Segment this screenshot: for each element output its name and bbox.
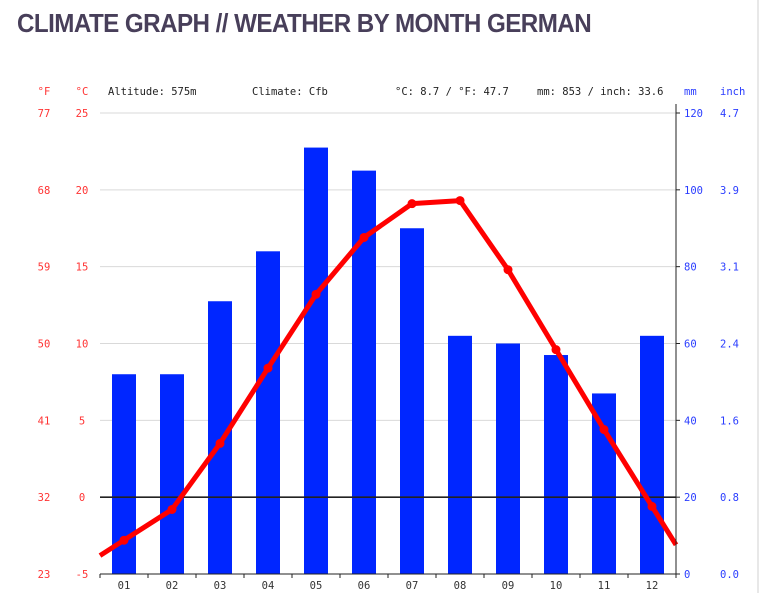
celsius-tick-label: 10 [76,339,89,351]
celsius-tick-label: 20 [76,185,89,197]
page-edge [757,0,759,593]
temperature-point [311,289,321,299]
x-tick-label: 05 [310,580,323,592]
fahrenheit-tick-label: 59 [38,262,51,274]
temperature-average-info: °C: 8.7 / °F: 47.7 [395,86,509,98]
mm-tick-label: 100 [684,185,703,197]
celsius-tick-label: 15 [76,262,89,274]
x-tick-label: 01 [118,580,131,592]
temperature-point [503,265,513,275]
inch-tick-label: 0.8 [720,492,739,504]
temperature-point [167,504,177,514]
precipitation-bar [592,393,616,574]
inch-tick-label: 4.7 [720,108,739,120]
temperature-point [263,363,273,373]
celsius-tick-label: 25 [76,108,89,120]
mm-tick-label: 20 [684,492,697,504]
altitude-info: Altitude: 575m [108,86,197,98]
precipitation-bar [496,343,520,574]
precipitation-bar [544,355,568,574]
precipitation-bar [640,335,664,574]
temperature-point [599,425,609,435]
precipitation-bar [208,301,232,574]
x-tick-label: 12 [646,580,659,592]
temperature-point [359,232,369,242]
page-title: CLIMATE GRAPH // WEATHER BY MONTH GERMAN [17,8,592,38]
fahrenheit-tick-label: 50 [38,339,51,351]
precipitation-total-info: mm: 853 / inch: 33.6 [537,86,663,98]
precipitation-bar [160,374,184,574]
inch-tick-label: 3.9 [720,185,739,197]
temperature-point [455,196,465,206]
x-tick-label: 10 [550,580,563,592]
mm-tick-label: 120 [684,108,703,120]
inch-axis-unit: inch [720,86,745,98]
fahrenheit-axis-unit: °F [38,86,51,98]
mm-tick-label: 40 [684,415,697,427]
celsius-axis-unit: °C [76,86,89,98]
precipitation-bar [448,335,472,574]
x-tick-label: 07 [406,580,419,592]
fahrenheit-tick-label: 23 [38,569,51,581]
mm-tick-label: 80 [684,262,697,274]
precipitation-bar [256,251,280,575]
x-tick-label: 08 [454,580,467,592]
temperature-point [551,345,561,355]
celsius-tick-label: 5 [79,415,85,427]
x-tick-label: 06 [358,580,371,592]
temperature-line [98,198,679,558]
temperature-point [407,199,417,209]
mm-tick-label: 0 [684,569,690,581]
inch-tick-label: 0.0 [720,569,739,581]
celsius-tick-label: 0 [79,492,85,504]
inch-tick-label: 2.4 [720,339,739,351]
x-tick-label: 04 [262,580,275,592]
precipitation-bar [400,228,424,574]
mm-axis-unit: mm [684,86,697,98]
fahrenheit-tick-label: 77 [38,108,51,120]
temperature-point [119,535,129,545]
inch-tick-label: 3.1 [720,262,739,274]
fahrenheit-tick-label: 41 [38,415,51,427]
celsius-tick-label: -5 [76,569,89,581]
inch-tick-label: 1.6 [720,415,739,427]
temperature-point [215,438,225,448]
fahrenheit-tick-label: 68 [38,185,51,197]
precipitation-bar [304,147,328,574]
mm-tick-label: 60 [684,339,697,351]
x-tick-label: 02 [166,580,179,592]
fahrenheit-tick-label: 32 [38,492,51,504]
temperature-point [647,501,657,511]
x-tick-label: 09 [502,580,515,592]
x-tick-label: 11 [598,580,611,592]
climate-info: Climate: Cfb [252,86,328,98]
x-tick-label: 03 [214,580,227,592]
